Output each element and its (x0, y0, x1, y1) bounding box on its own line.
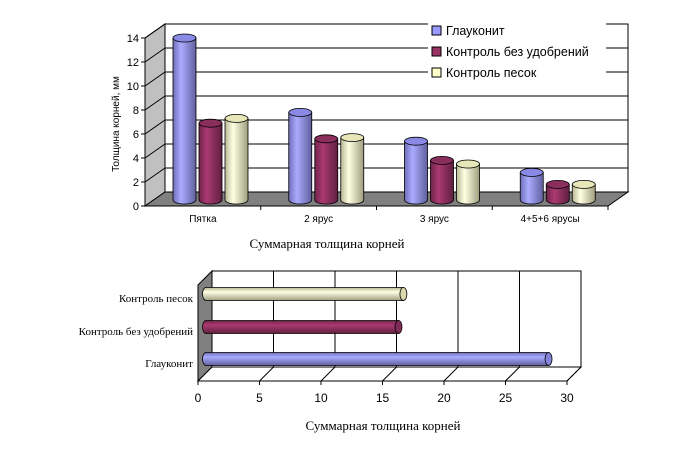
legend: Глауконит Контроль без удобрений Контроль … (428, 21, 606, 87)
gridline-diag (144, 47, 166, 63)
y-tick-label: 10 (127, 81, 139, 93)
horizontal-bar-chart: 0 5 10 15 20 25 30 Контроль песок Контроль без у… (79, 269, 583, 433)
bar-cap (519, 167, 544, 177)
bar-cap (172, 33, 197, 43)
x-tick-label: 10 (314, 391, 328, 405)
y-tick-label: 8 (133, 105, 139, 117)
bar-body (202, 352, 549, 366)
bar-body (172, 37, 197, 205)
bar-body (224, 118, 249, 205)
y-tick-label: 6 (133, 129, 139, 141)
bar-cap (399, 287, 408, 301)
bar-body (571, 184, 596, 205)
bar-body (404, 140, 428, 205)
bar-body (202, 320, 399, 334)
bar-cap (571, 179, 596, 189)
gridline-diag (566, 366, 582, 382)
gridline-diag (144, 23, 166, 39)
legend-label: Контроль без удобрений (446, 45, 589, 59)
bar-body (288, 112, 313, 205)
bar-cap (340, 133, 365, 143)
x-tick-label: 0 (195, 391, 202, 405)
bar-cap (198, 118, 223, 128)
x-tick-label: 3 ярус (420, 214, 449, 225)
bar-cap (544, 352, 553, 366)
y-category-label: Глауконит (145, 358, 193, 370)
y-category-label: Контроль без удобрений (79, 326, 193, 338)
legend-label: Контроль песок (446, 66, 537, 80)
bar-body (545, 184, 570, 205)
gridline-diag (144, 167, 166, 183)
x-tick-label: 4+5+6 ярусы (521, 214, 580, 225)
bar-cap (430, 155, 454, 165)
legend-box (428, 21, 606, 87)
bar-cap (394, 320, 403, 334)
x-tick-label: 15 (376, 391, 390, 405)
gridline-diag (144, 71, 166, 87)
y-tick-label: 12 (127, 57, 139, 69)
x-tick-label: 25 (499, 391, 513, 405)
gridline-diag (144, 95, 166, 111)
legend-swatch (431, 25, 442, 36)
gridline-diag (443, 366, 459, 382)
x-tick-label: 5 (256, 391, 263, 405)
vertical-bar-chart: 0 2 4 6 8 10 12 14 Пятка 2 ярус 3 ярус 4+5+6 ярусы Т… (111, 21, 630, 251)
bar-cap (288, 108, 313, 117)
legend-swatch (431, 67, 442, 78)
legend-swatch (431, 46, 442, 57)
legend-label: Глауконит (446, 24, 505, 38)
bar-body (314, 138, 339, 205)
bar-body (519, 172, 544, 205)
gridline-diag (144, 119, 166, 135)
bar-body (202, 287, 404, 301)
side-wall (144, 23, 166, 207)
x-tick-label: 30 (560, 391, 574, 405)
bar-cap (224, 114, 249, 123)
bar-cap (456, 159, 480, 169)
gridline-diag (259, 366, 274, 382)
bar-body (340, 137, 365, 205)
gridline-diag (144, 143, 166, 159)
x-tick-label: 20 (437, 391, 451, 405)
y-tick-label: 14 (127, 33, 139, 45)
y-tick-label: 0 (133, 201, 139, 213)
bar-body (430, 160, 454, 205)
x-axis-title: Суммарная толщина корней (250, 236, 405, 251)
y-tick-label: 2 (133, 177, 139, 189)
x-tick-label: Пятка (189, 214, 217, 225)
bar-cap (545, 179, 570, 189)
gridline-diag (320, 366, 336, 382)
gridline-diag (382, 366, 397, 382)
bar-cap (314, 134, 339, 144)
y-axis-title: Толщина корней, мм (111, 76, 122, 172)
bar-body (198, 122, 223, 205)
y-tick-label: 4 (133, 153, 139, 165)
x-axis-title: Суммарная толщина корней (306, 418, 461, 433)
y-category-label: Контроль песок (119, 293, 194, 305)
bar-body (456, 163, 480, 205)
bar-cap (404, 136, 428, 146)
gridline-diag (505, 366, 520, 382)
x-tick-label: 2 ярус (304, 214, 333, 225)
